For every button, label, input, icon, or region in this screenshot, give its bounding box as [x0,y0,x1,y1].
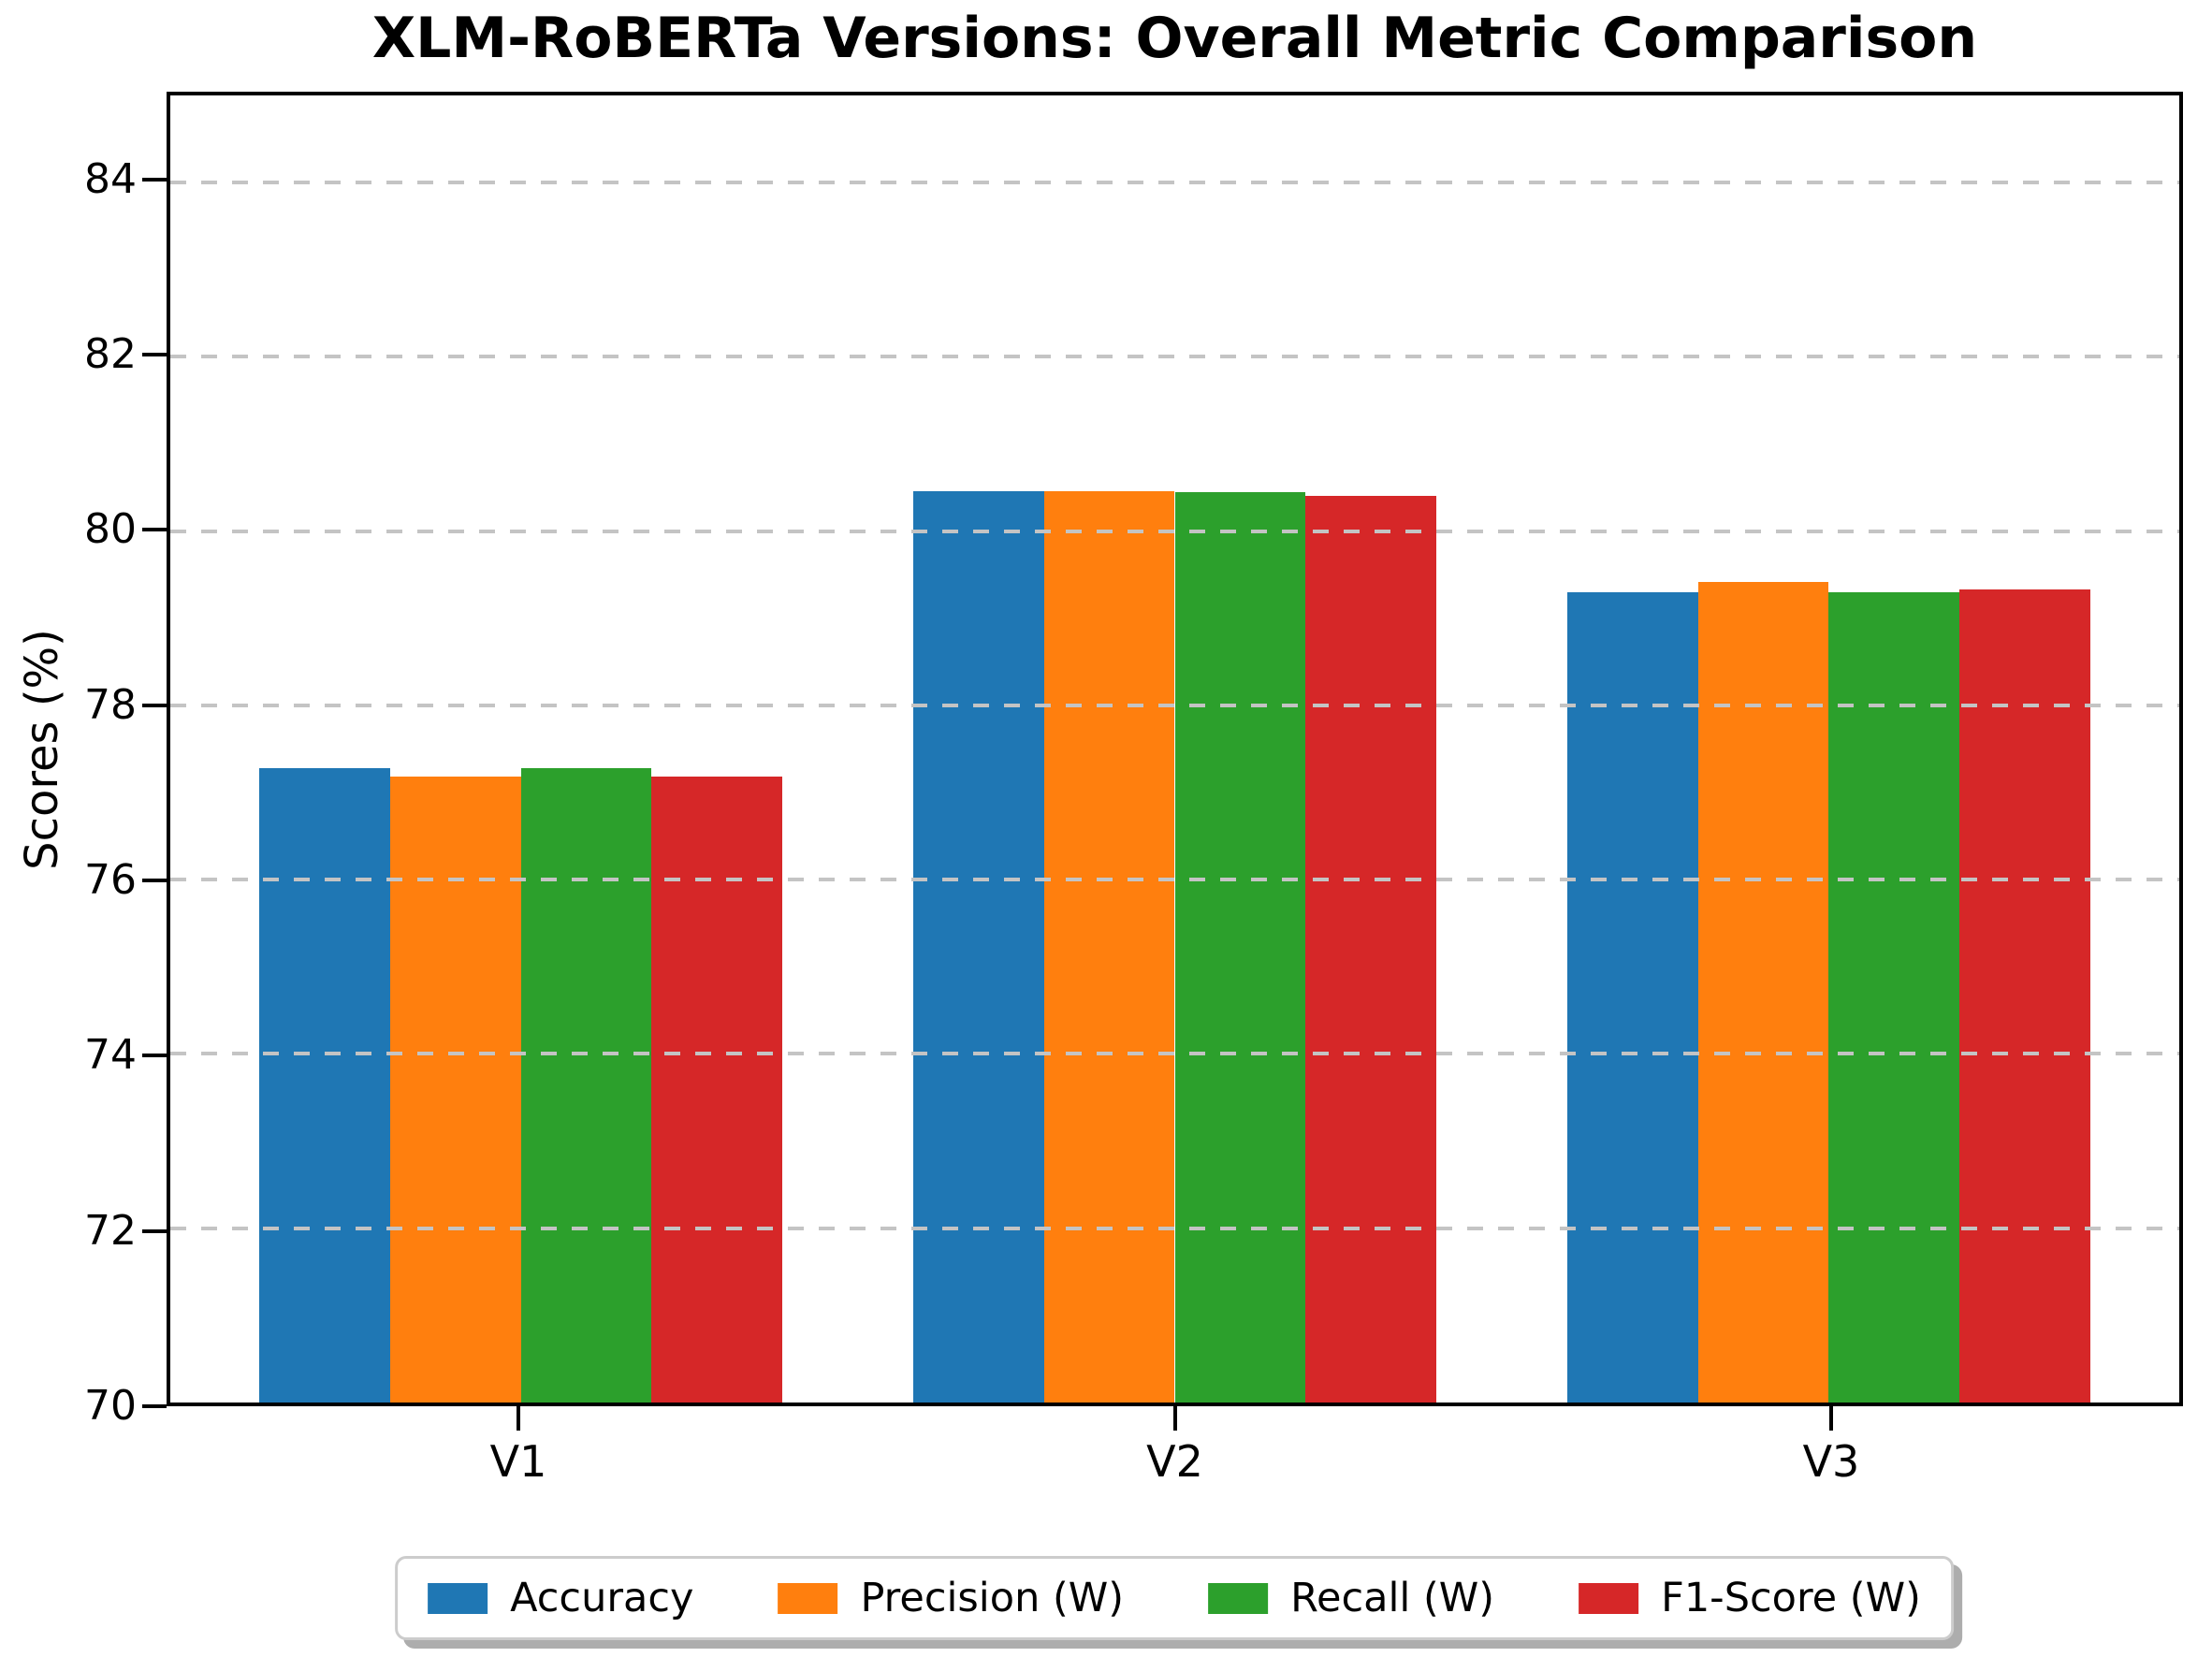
gridline-78 [170,703,2179,707]
gridline-84 [170,181,2179,185]
legend-label: Precision (W) [860,1575,1125,1621]
y-tick-label-82: 82 [84,330,137,378]
bar-f1-score-w-v1 [651,777,783,1403]
legend-label: Accuracy [510,1575,694,1621]
legend-item-f1-score-w: F1-Score (W) [1579,1575,1921,1621]
legend-label: Recall (W) [1290,1575,1495,1621]
gridline-76 [170,878,2179,882]
y-tick-label-72: 72 [84,1206,137,1255]
y-tick-84 [142,177,167,182]
y-tick-label-74: 74 [84,1031,137,1080]
legend-item-accuracy: Accuracy [428,1575,693,1621]
gridline-74 [170,1052,2179,1056]
y-tick-76 [142,879,167,882]
bar-accuracy-v3 [1566,591,1698,1403]
y-tick-label-84: 84 [84,154,137,203]
x-tick-v1 [517,1406,521,1431]
bar-precision-w-v3 [1697,581,1829,1403]
y-tick-label-80: 80 [84,505,137,554]
legend-swatch [428,1582,488,1614]
legend-label: F1-Score (W) [1661,1575,1921,1621]
legend: Accuracy Precision (W) Recall (W) F1-Score … [395,1556,1954,1640]
bar-accuracy-v2 [912,490,1044,1403]
y-tick-80 [142,528,167,532]
x-tick-label-v2: V2 [1146,1436,1203,1487]
bar-recall-w-v1 [520,768,652,1403]
bar-precision-w-v2 [1043,490,1175,1403]
bar-f1-score-w-v2 [1305,496,1437,1403]
y-tick-label-70: 70 [84,1382,137,1430]
bar-precision-w-v1 [389,777,521,1403]
y-tick-72 [142,1228,167,1233]
y-tick-74 [142,1054,167,1058]
bar-accuracy-v1 [259,768,390,1403]
x-tick-label-v3: V3 [1802,1436,1860,1487]
y-axis-label-container: Scores (%) [0,92,84,1406]
y-tick-78 [142,703,167,707]
bar-recall-w-v2 [1174,491,1306,1403]
x-tick-label-v1: V1 [489,1436,547,1487]
legend-swatch [1579,1582,1639,1614]
y-axis-label: Scores (%) [16,628,69,870]
y-tick-82 [142,353,167,356]
bar-f1-score-w-v3 [1959,589,2090,1403]
x-tick-v3 [1828,1406,1833,1431]
legend-swatch [1208,1582,1269,1614]
y-tick-label-76: 76 [84,856,137,904]
bar-recall-w-v3 [1828,591,1960,1403]
legend-item-precision-w: Precision (W) [778,1575,1124,1621]
gridline-72 [170,1226,2179,1230]
legend-item-recall-w: Recall (W) [1208,1575,1494,1621]
chart-title: XLM-RoBERTa Versions: Overall Metric Com… [371,6,1978,71]
y-tick-70 [142,1404,167,1408]
gridline-82 [170,355,2179,359]
plot-area [167,92,2183,1406]
legend-swatch [778,1582,838,1614]
gridline-80 [170,529,2179,533]
y-tick-label-78: 78 [84,680,137,729]
x-tick-v2 [1172,1406,1177,1431]
